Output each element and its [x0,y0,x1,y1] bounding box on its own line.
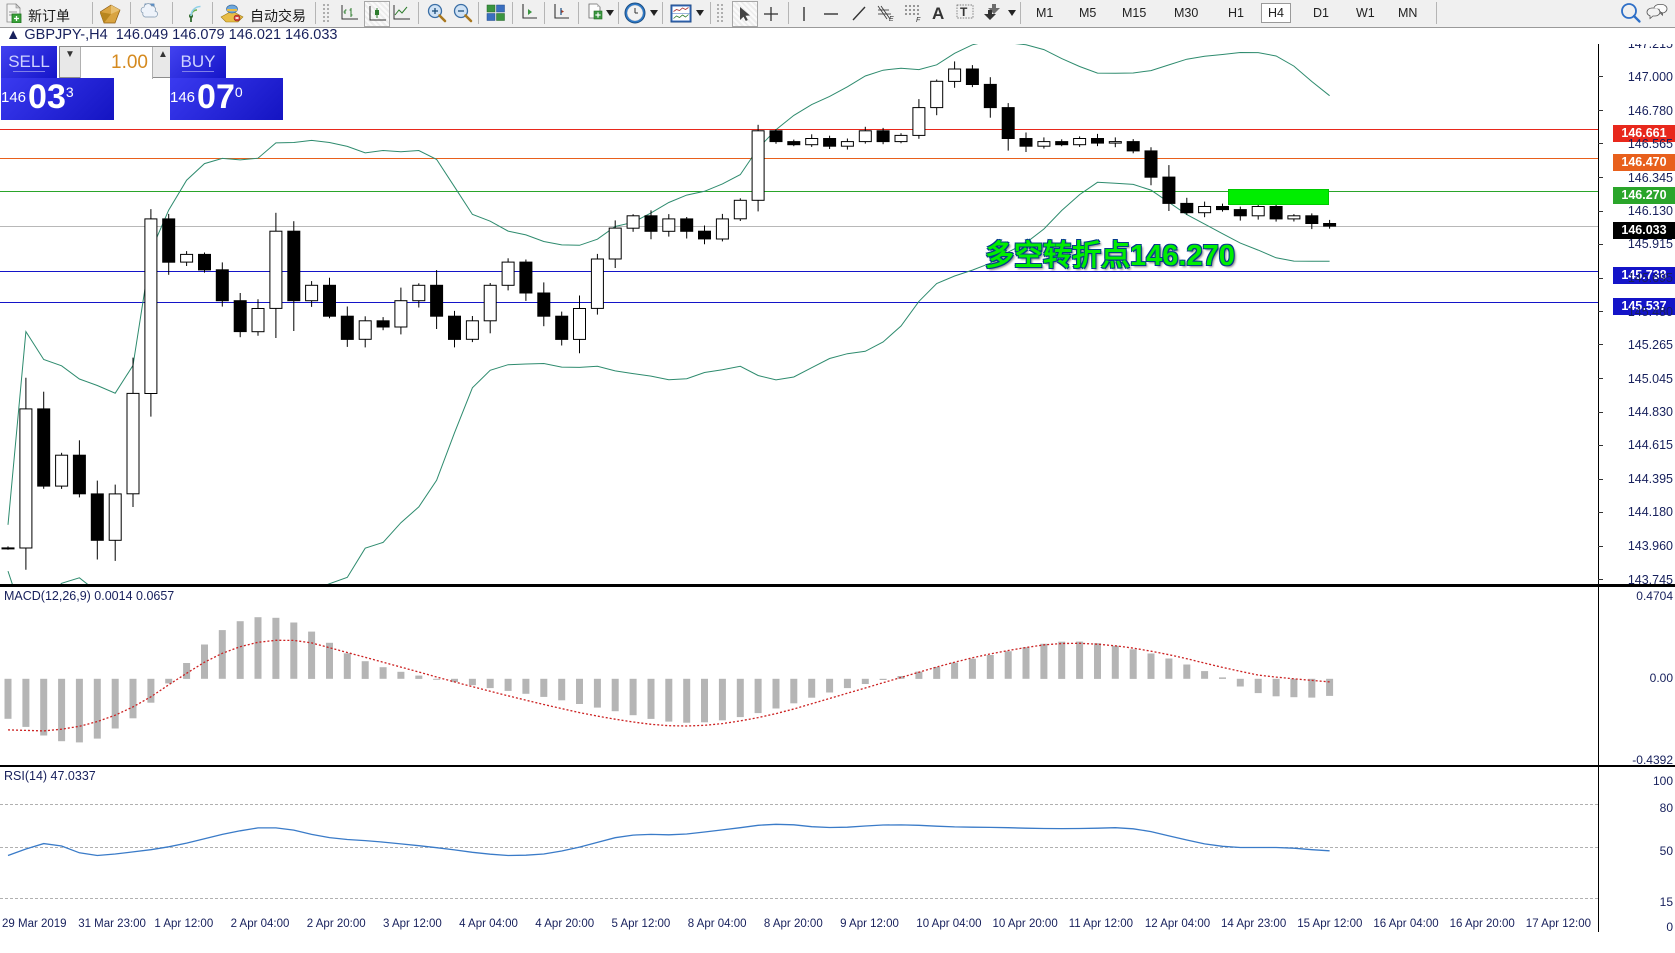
svg-text:T: T [960,5,968,19]
svg-text:E: E [889,16,894,23]
svg-text:F: F [916,17,921,23]
